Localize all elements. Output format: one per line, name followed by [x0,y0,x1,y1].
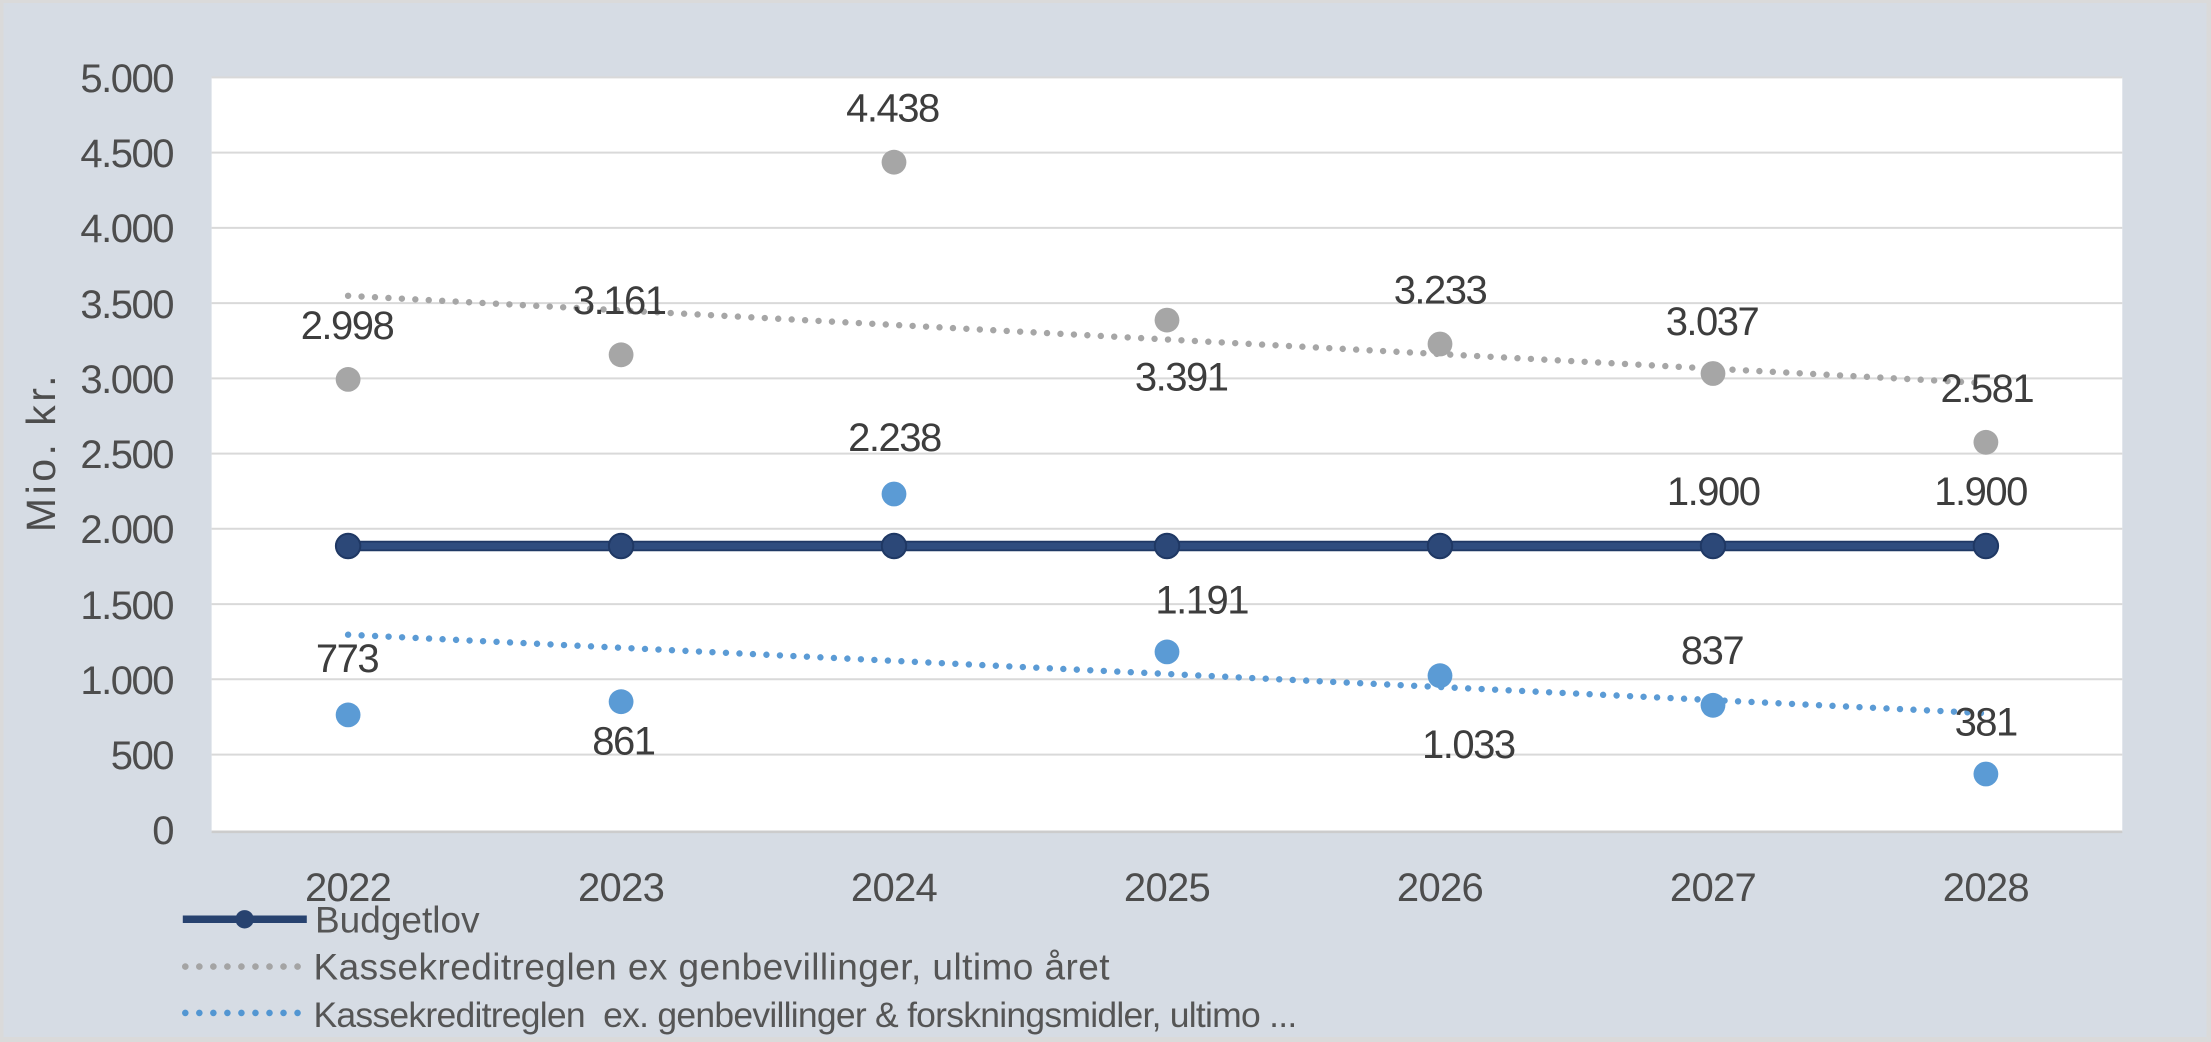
svg-text:1.000: 1.000 [80,659,173,703]
svg-text:2.238: 2.238 [848,416,941,460]
svg-text:Budgetlov: Budgetlov [315,900,480,941]
svg-text:1.900: 1.900 [1934,470,2027,514]
svg-text:2022: 2022 [305,866,391,910]
svg-text:2023: 2023 [578,866,664,910]
svg-text:1.033: 1.033 [1422,723,1515,767]
svg-text:3.037: 3.037 [1666,300,1759,344]
svg-text:3.391: 3.391 [1135,355,1228,399]
svg-text:0: 0 [152,809,173,853]
svg-text:4.000: 4.000 [80,207,173,251]
svg-text:5.000: 5.000 [80,57,173,101]
svg-text:3.161: 3.161 [573,279,666,323]
svg-text:2026: 2026 [1397,866,1483,910]
svg-text:3.500: 3.500 [80,283,173,327]
svg-text:3.233: 3.233 [1394,269,1487,313]
svg-text:381: 381 [1955,700,2017,744]
svg-text:1.191: 1.191 [1155,579,1248,623]
svg-text:Kassekreditreglen ex. genbevi: Kassekreditreglen ex. genbevillinger & f… [314,995,1297,1035]
svg-text:2024: 2024 [851,866,938,910]
svg-text:2028: 2028 [1943,866,2029,910]
svg-text:2.581: 2.581 [1940,367,2033,411]
svg-text:1.500: 1.500 [80,584,173,628]
svg-text:773: 773 [316,637,378,681]
svg-text:837: 837 [1681,629,1743,673]
svg-text:4.500: 4.500 [80,132,173,176]
svg-text:2027: 2027 [1670,866,1756,910]
svg-text:500: 500 [111,734,173,778]
svg-text:Kassekreditreglen ex genbevill: Kassekreditreglen ex genbevillinger, ult… [314,947,1111,988]
svg-text:2.998: 2.998 [301,304,394,348]
svg-text:Mio. kr.: Mio. kr. [18,372,64,532]
svg-text:4.438: 4.438 [846,87,939,131]
svg-text:2.500: 2.500 [80,433,173,477]
svg-text:1.900: 1.900 [1667,470,1760,514]
svg-text:2025: 2025 [1124,866,1210,910]
svg-text:861: 861 [592,720,654,764]
svg-text:2.000: 2.000 [80,508,173,552]
svg-text:3.000: 3.000 [80,358,173,402]
